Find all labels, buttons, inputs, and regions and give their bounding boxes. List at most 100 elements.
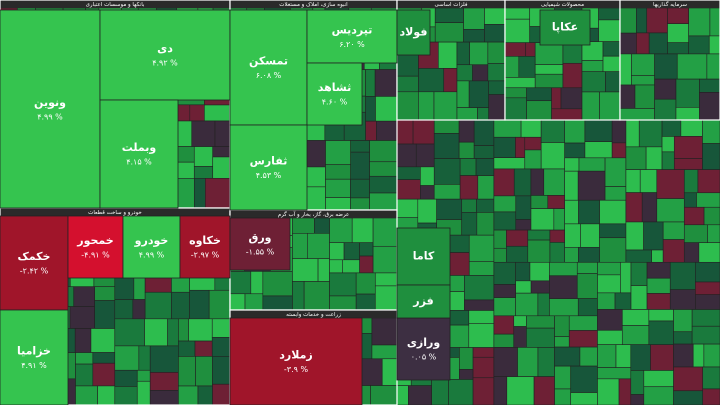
tile (493, 119, 522, 138)
tile-name: فولاد (400, 26, 428, 39)
tile (654, 98, 677, 121)
tile (646, 261, 671, 279)
tile (262, 295, 293, 311)
tile (597, 261, 621, 276)
tile (493, 136, 516, 158)
tile (598, 7, 621, 21)
tile (534, 73, 564, 89)
tile (597, 378, 620, 405)
tile (673, 331, 693, 345)
tile (605, 71, 621, 93)
tile (448, 379, 474, 405)
tile (75, 385, 98, 405)
tile (615, 344, 632, 368)
tile (618, 378, 632, 405)
tile (487, 63, 506, 82)
tile (493, 211, 517, 231)
tile (554, 315, 570, 337)
tile (577, 298, 598, 317)
tile (599, 199, 627, 225)
tile (350, 151, 370, 180)
tile (673, 158, 703, 170)
tile (433, 184, 461, 200)
tile (604, 157, 627, 187)
tile (178, 340, 196, 357)
tile (229, 217, 291, 271)
tile (178, 385, 199, 405)
tile (641, 192, 658, 223)
tile (625, 146, 647, 170)
tile (517, 347, 539, 377)
tile (680, 119, 703, 137)
tile (212, 383, 231, 405)
tile-name: تپردیس (332, 24, 373, 37)
tile (350, 140, 370, 153)
tile (673, 343, 694, 368)
sector-label: بانکها و موسسات اعتباری (86, 1, 145, 8)
tile (433, 91, 458, 121)
tile (602, 41, 621, 57)
tile (553, 208, 565, 231)
tile (144, 318, 168, 347)
tile-name: ورازی (407, 336, 441, 349)
tile-name: ورق (248, 231, 271, 244)
tile (695, 281, 720, 295)
tile (303, 281, 330, 311)
tile (212, 156, 231, 179)
tile-name: زملارد (279, 349, 312, 362)
tile (688, 7, 711, 37)
tile (527, 239, 551, 263)
tile (325, 197, 351, 211)
tile (420, 185, 435, 200)
tile (355, 272, 376, 295)
tile (292, 281, 305, 311)
tile-name: ثفارس (250, 155, 288, 168)
tile-name: دی (157, 42, 173, 55)
tile (537, 347, 555, 377)
tile (551, 108, 583, 121)
tile (208, 289, 231, 320)
tile (461, 212, 478, 236)
tile (526, 315, 555, 329)
tile (597, 309, 623, 331)
tile (415, 143, 435, 168)
tile (683, 192, 697, 208)
tile (292, 258, 319, 282)
tile (534, 42, 564, 65)
sector-header (230, 210, 397, 218)
tile (673, 309, 693, 333)
tile (325, 140, 351, 166)
tile-change: ۴.۶۰ % (322, 98, 348, 107)
tile (396, 166, 421, 180)
sector-header (620, 0, 720, 8)
tile (493, 333, 515, 348)
tile-change: ۰.۰۵ % (411, 353, 437, 362)
tile (396, 9, 431, 56)
tile (195, 356, 213, 387)
tile (449, 291, 465, 311)
tile (697, 169, 720, 194)
tile (703, 206, 720, 226)
tile-change: -۳.۹ % (284, 365, 309, 374)
tile (619, 84, 636, 109)
tile (434, 7, 464, 23)
tile (149, 345, 179, 373)
tile (621, 325, 650, 345)
tile (205, 178, 231, 209)
tile (461, 198, 477, 213)
tile (484, 7, 506, 25)
tile (564, 119, 586, 144)
tile (178, 318, 189, 342)
tile (396, 179, 421, 200)
tile (549, 275, 578, 299)
tile (619, 53, 632, 86)
tile (371, 317, 398, 346)
tile (493, 284, 516, 298)
tile (99, 9, 231, 101)
tile (692, 343, 705, 368)
tile (619, 108, 655, 121)
tile (506, 376, 535, 405)
tile (178, 356, 196, 387)
tile (374, 69, 398, 97)
tile (351, 217, 374, 243)
